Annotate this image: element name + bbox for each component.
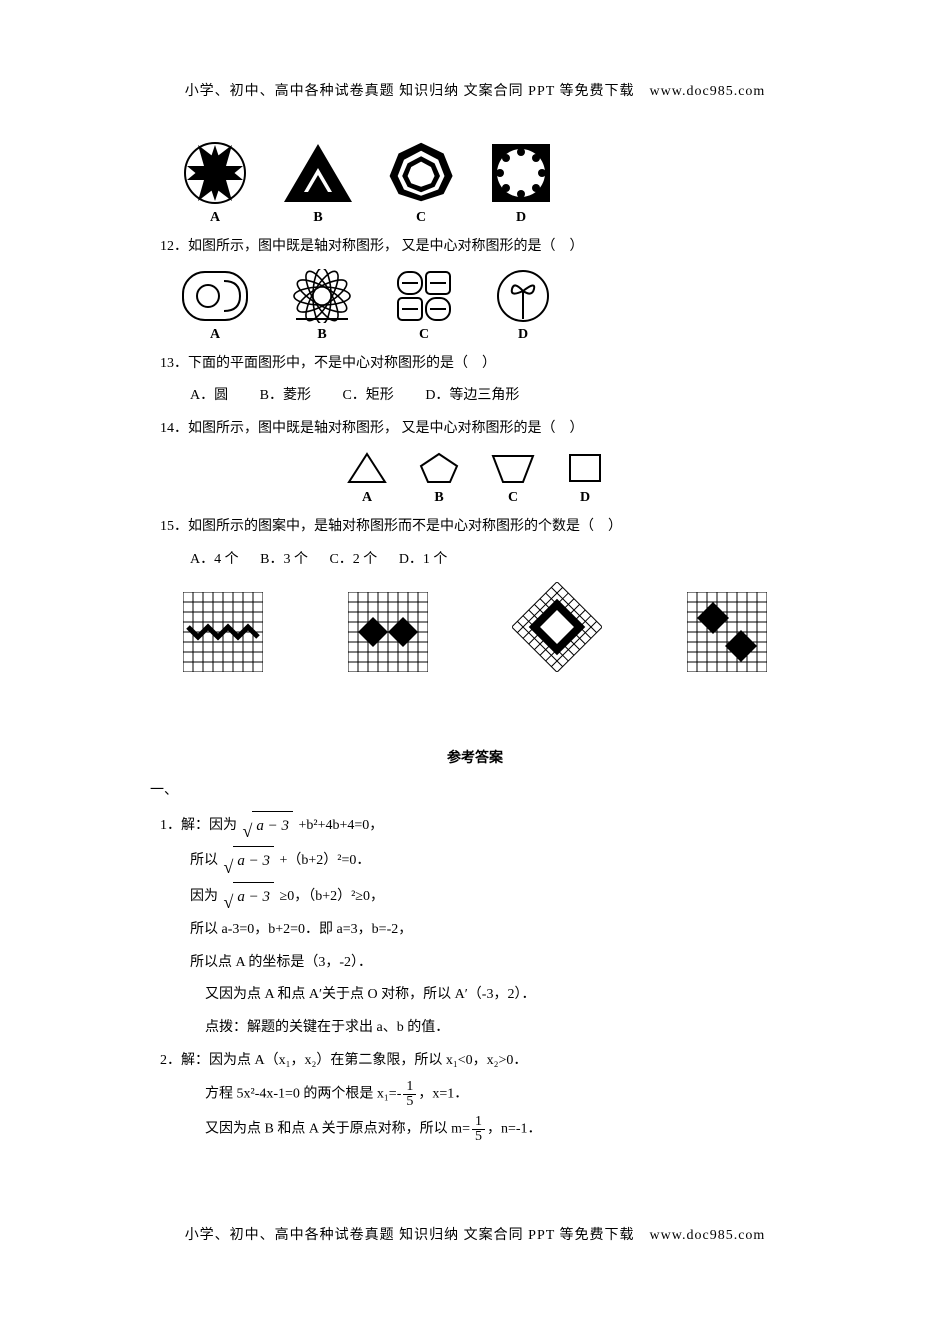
q12-figure-row: A B C [180, 269, 800, 343]
q14-label-c: C [489, 490, 537, 506]
q11-label-c: C [386, 210, 456, 226]
q12-label-a: A [180, 327, 250, 343]
q14-fig-c [489, 450, 537, 486]
q15-grid-4 [687, 592, 767, 672]
q12-fig-b [290, 269, 354, 323]
q13-opt-a: A．圆 [190, 383, 228, 410]
q14-figure-row: A B C D [150, 450, 800, 506]
a1-line2: 所以 √a − 3 +（b+2）²=0． [150, 846, 800, 876]
a1-line7: 点拨：解题的关键在于求出 a、b 的值． [150, 1015, 800, 1042]
a2-line2: 方程 5x²-4x-1=0 的两个根是 x₁=-15，x=1． [150, 1080, 800, 1109]
page-header: 小学、初中、高中各种试卷真题 知识归纳 文案合同 PPT 等免费下载 www.d… [150, 80, 800, 100]
q11-label-d: D [486, 210, 556, 226]
sqrt-icon: √a − 3 [243, 811, 294, 841]
q12-fig-d [494, 269, 552, 323]
q13-text: 13．下面的平面图形中，不是中心对称图形的是（ ） [150, 351, 800, 378]
section-1: 一、 [150, 778, 800, 805]
q11-fig-b [280, 140, 356, 206]
q11-fig-a [180, 140, 250, 206]
q13-opt-c: C．矩形 [342, 383, 393, 410]
q11-fig-d [486, 140, 556, 206]
q15-figure-row [150, 582, 800, 672]
q14-fig-d [565, 450, 605, 486]
q13-opt-d: D．等边三角形 [425, 383, 519, 410]
sqrt-icon: √a − 3 [224, 882, 275, 912]
q15-text: 15．如图所示的图案中，是轴对称图形而不是中心对称图形的个数是（ ） [150, 514, 800, 541]
answers-title: 参考答案 [150, 746, 800, 773]
q15-grid-1 [183, 592, 263, 672]
sqrt-icon: √a − 3 [224, 846, 275, 876]
q15-opt-c: C．2 个 [329, 547, 377, 574]
a1-line3: 因为 √a − 3 ≥0，（b+2）²≥0， [150, 882, 800, 912]
q14-fig-a [345, 450, 389, 486]
q11-fig-c [386, 140, 456, 206]
a2-line1: 2．解：因为点 A（x₁，x₂）在第二象限，所以 x₁<0，x₂>0． [150, 1048, 800, 1075]
a1-line4: 所以 a-3=0，b+2=0．即 a=3，b=-2， [150, 917, 800, 944]
q14-label-d: D [565, 490, 605, 506]
q15-opt-a: A．4 个 [190, 547, 239, 574]
q12-label-d: D [494, 327, 552, 343]
q15-grid-2 [348, 592, 428, 672]
a1-line5: 所以点 A 的坐标是（3，-2）． [150, 950, 800, 977]
q14-label-a: A [345, 490, 389, 506]
q15-opt-b: B．3 个 [260, 547, 308, 574]
q14-text: 14．如图所示，图中既是轴对称图形， 又是中心对称图形的是（ ） [150, 416, 800, 443]
q15-opt-d: D．1 个 [399, 547, 448, 574]
q13-options: A．圆 B．菱形 C．矩形 D．等边三角形 [150, 383, 800, 410]
page-footer: 小学、初中、高中各种试卷真题 知识归纳 文案合同 PPT 等免费下载 www.d… [150, 1224, 800, 1244]
q15-options: A．4 个 B．3 个 C．2 个 D．1 个 [150, 547, 800, 574]
q12-label-b: B [290, 327, 354, 343]
q14-fig-b [417, 450, 461, 486]
a1-line6: 又因为点 A 和点 A′关于点 O 对称，所以 A′（-3，2）． [150, 982, 800, 1009]
fraction: 15 [403, 1080, 416, 1109]
fraction: 15 [472, 1115, 485, 1144]
q13-opt-b: B．菱形 [260, 383, 311, 410]
q12-text: 12．如图所示，图中既是轴对称图形， 又是中心对称图形的是（ ） [150, 234, 800, 261]
q12-fig-c [394, 269, 454, 323]
q12-fig-a [180, 269, 250, 323]
q15-grid-3 [512, 582, 602, 672]
q14-label-b: B [417, 490, 461, 506]
q12-label-c: C [394, 327, 454, 343]
a1-line1: 1．解：因为 √a − 3 +b²+4b+4=0， [150, 811, 800, 841]
a2-line3: 又因为点 B 和点 A 关于原点对称，所以 m=15，n=-1． [150, 1115, 800, 1144]
q11-label-b: B [280, 210, 356, 226]
q11-label-a: A [180, 210, 250, 226]
q11-figure-row: A B C [180, 140, 800, 226]
